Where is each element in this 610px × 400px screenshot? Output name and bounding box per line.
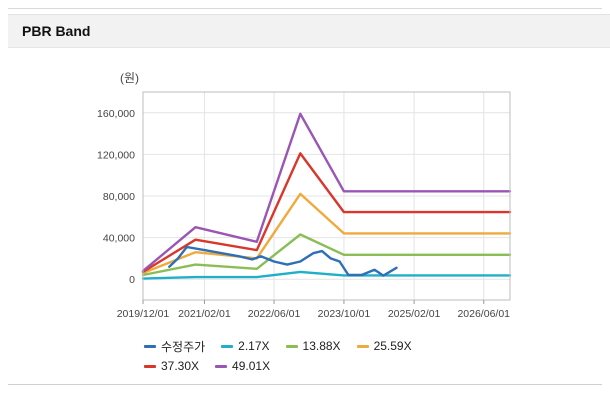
axis-layer: 0 40,000 80,000 120,000 160,000 2019/12/01 202… (97, 108, 510, 320)
series-line-13.88X (141, 233, 512, 277)
x-tick-label: 2022/06/01 (248, 308, 301, 320)
x-tick-label: 2019/12/01 (117, 308, 170, 320)
y-tick-label: 80,000 (103, 191, 135, 203)
legend-item: 25.59X (356, 338, 412, 354)
x-tick-label: 2021/02/01 (178, 308, 231, 320)
panel-title: PBR Band (22, 23, 91, 39)
y-tick-label: 0 (129, 274, 135, 286)
y-unit-label: (원) (120, 71, 139, 85)
x-tick-label: 2023/10/01 (318, 308, 371, 320)
bottom-divider (8, 384, 602, 385)
legend-label: 37.30X (161, 359, 200, 373)
series-line-25.59X (141, 192, 512, 275)
legend-item: 13.88X (285, 338, 341, 354)
legend-label: 13.88X (302, 339, 341, 353)
legend-swatch (144, 344, 156, 348)
legend-swatch (144, 364, 156, 368)
legend-label: 2.17X (238, 339, 270, 353)
pbr-band-panel: PBR Band (8, 14, 610, 387)
panel-header: PBR Band (8, 15, 610, 48)
series-line-수정주가 (168, 245, 398, 277)
series-line-49.01X (141, 112, 512, 273)
series-layer (141, 112, 512, 280)
top-divider (8, 8, 602, 9)
legend-item: 2.17X (221, 338, 270, 354)
legend-swatch (285, 344, 298, 348)
series-line-2.17X (141, 270, 512, 280)
legend-swatch (356, 344, 369, 348)
legend-label: 49.01X (232, 359, 271, 373)
legend-swatch (215, 364, 228, 368)
grid-layer (142, 92, 510, 300)
legend-item: 수정주가 (144, 338, 205, 354)
y-tick-label: 160,000 (97, 108, 135, 120)
legend-item: 37.30X (144, 358, 199, 374)
legend-label: 수정주가 (161, 339, 206, 354)
x-tick-label: 2025/02/01 (388, 308, 441, 320)
y-tick-label: 120,000 (97, 149, 135, 161)
legend-swatch (221, 344, 234, 348)
x-tick-label: 2026/06/01 (457, 308, 510, 320)
series-line-37.30X (141, 152, 512, 274)
y-tick-label: 40,000 (103, 233, 135, 245)
legend-item: 49.01X (215, 358, 270, 374)
plot-frame (142, 91, 511, 301)
legend-label: 25.59X (373, 339, 412, 353)
chart-legend: 수정주가 2.17X 13.88X 25.59X 37.30X 49.01X (144, 338, 474, 374)
